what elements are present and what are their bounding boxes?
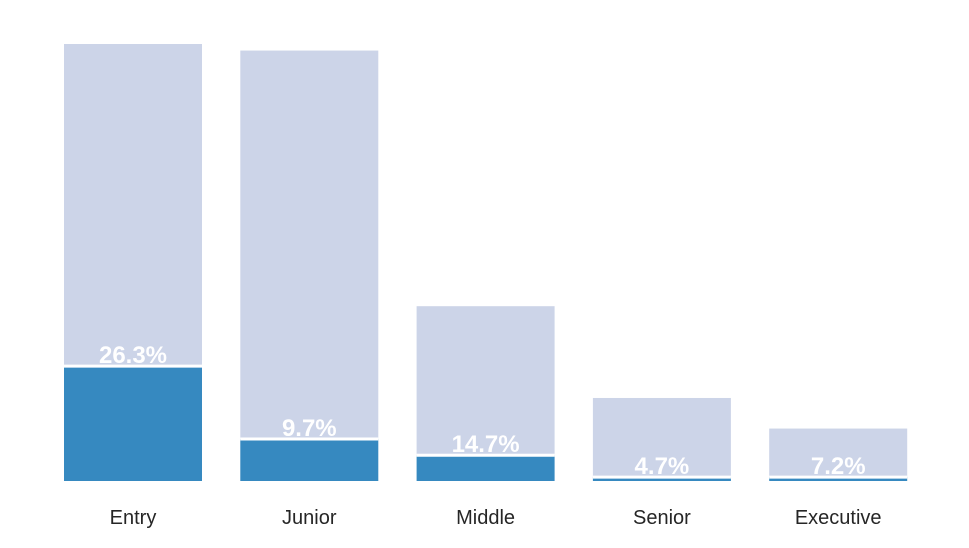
bar-remainder-junior — [240, 50, 379, 440]
category-label-entry: Entry — [110, 507, 157, 529]
bar-highlight-entry — [64, 366, 202, 481]
category-label-executive: Executive — [795, 507, 882, 529]
percentage-labels-group: 26.3% 9.7% 14.7% 4.7% 7.2% — [99, 342, 866, 480]
bar-highlight-junior — [240, 439, 379, 481]
bar-remainder-senior — [592, 397, 731, 478]
category-label-middle: Middle — [456, 507, 515, 529]
percentage-label-executive: 7.2% — [811, 453, 866, 480]
bar-remainder-entry — [64, 44, 202, 367]
bar-remainder-middle — [416, 306, 555, 456]
bars-group — [64, 44, 908, 481]
category-labels-group: Entry Junior Middle Senior Executive — [110, 507, 882, 529]
bar-highlight-middle — [416, 455, 555, 481]
percentage-label-junior: 9.7% — [282, 415, 337, 442]
bar-highlight-senior — [592, 477, 731, 481]
percentage-label-entry: 26.3% — [99, 342, 167, 369]
percentage-label-senior: 4.7% — [635, 453, 690, 480]
category-label-senior: Senior — [633, 507, 691, 529]
category-label-junior: Junior — [282, 507, 337, 529]
bar-highlight-executive — [769, 477, 908, 481]
percentage-label-middle: 14.7% — [452, 431, 520, 458]
bar-remainder-executive — [769, 428, 908, 478]
